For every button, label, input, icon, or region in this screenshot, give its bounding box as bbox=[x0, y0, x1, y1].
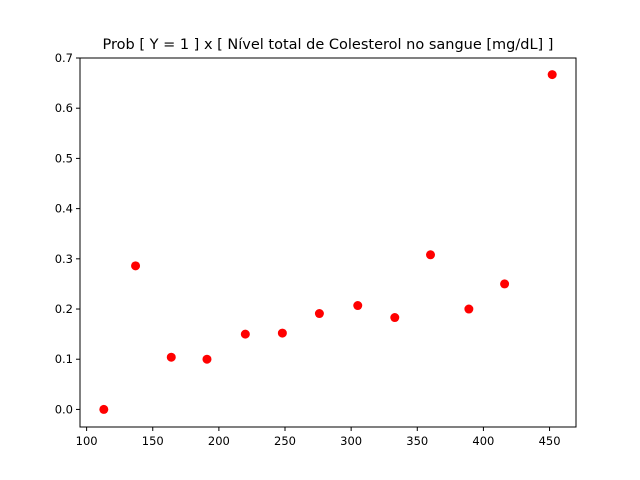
data-point bbox=[202, 354, 212, 364]
y-axis: 0.0 0.1 0.2 0.3 0.4 0.5 0.6 0.7 bbox=[55, 51, 80, 416]
chart-title: Prob [ Y = 1 ] x [ Nível total de Colest… bbox=[103, 37, 554, 53]
x-tick-label: 150 bbox=[142, 434, 164, 448]
data-point bbox=[353, 301, 363, 311]
y-tick-label: 0.3 bbox=[55, 252, 73, 266]
y-tick-label: 0.5 bbox=[55, 151, 73, 165]
data-point bbox=[240, 329, 250, 339]
data-points bbox=[99, 70, 557, 414]
data-point bbox=[314, 309, 324, 319]
x-tick-label: 200 bbox=[208, 434, 230, 448]
y-tick-label: 0.6 bbox=[55, 101, 73, 115]
x-tick-label: 350 bbox=[406, 434, 428, 448]
plot-area-frame bbox=[79, 57, 577, 428]
data-point bbox=[99, 404, 109, 414]
x-tick-label: 400 bbox=[472, 434, 494, 448]
data-point bbox=[547, 70, 557, 80]
x-tick-label: 100 bbox=[76, 434, 98, 448]
y-tick-label: 0.1 bbox=[55, 352, 73, 366]
data-point bbox=[390, 313, 400, 323]
y-tick-label: 0.4 bbox=[55, 202, 73, 216]
x-axis: 100 150 200 250 300 350 400 450 bbox=[76, 427, 561, 448]
data-point bbox=[426, 250, 436, 260]
x-tick-label: 300 bbox=[340, 434, 362, 448]
data-point bbox=[464, 304, 474, 314]
x-tick-label: 450 bbox=[539, 434, 561, 448]
y-tick-label: 0.0 bbox=[55, 402, 73, 416]
y-tick-label: 0.7 bbox=[55, 51, 73, 65]
data-point bbox=[131, 261, 141, 271]
data-point bbox=[500, 279, 510, 289]
data-point bbox=[166, 352, 176, 362]
data-point bbox=[277, 328, 287, 338]
y-tick-label: 0.2 bbox=[55, 302, 73, 316]
x-tick-label: 250 bbox=[274, 434, 296, 448]
